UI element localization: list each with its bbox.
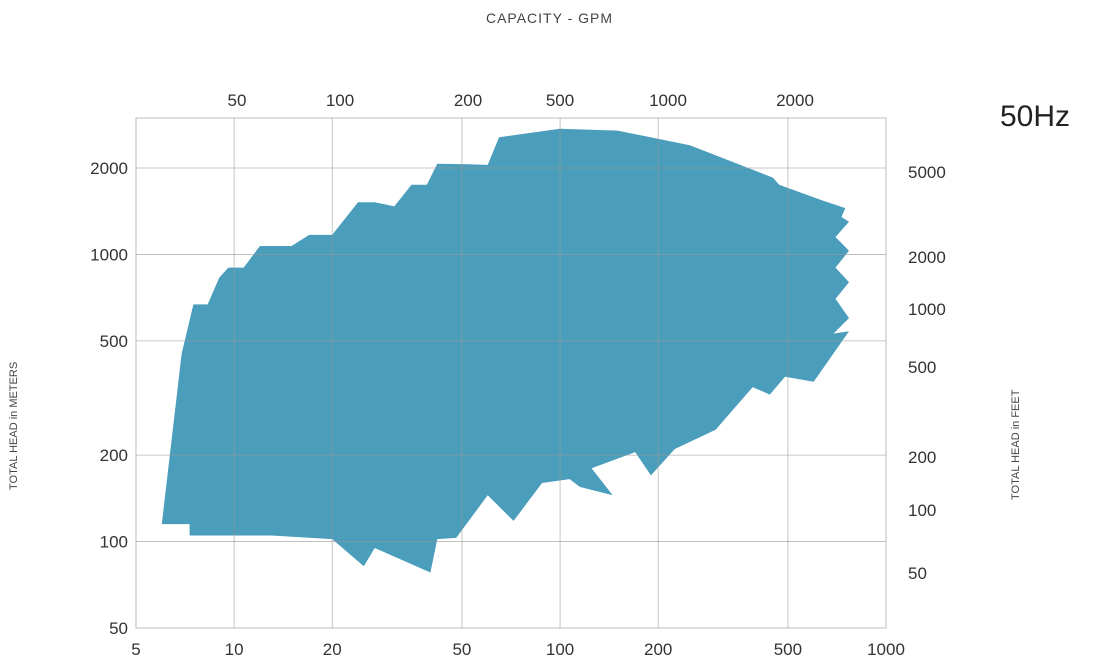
x-tick-label: 20 <box>323 640 342 659</box>
right-axis-label-box: TOTAL HEAD in FEET <box>1010 320 1030 520</box>
x-tick-label: 500 <box>774 640 802 659</box>
x-tick-label: 50 <box>452 640 471 659</box>
y-tick-label: 2000 <box>90 159 128 178</box>
right-tick-label: 500 <box>908 358 936 377</box>
coverage-area <box>161 128 850 573</box>
plot-frame <box>135 117 887 629</box>
left-axis-label: TOTAL HEAD in METERS <box>8 361 20 490</box>
tick-labels-group: 5 10 20 50 100 200 500 1000 50 100 200 500 1000 2000 5… <box>90 91 946 659</box>
right-tick-label: 100 <box>908 501 936 520</box>
top-tick-label: 1000 <box>649 91 687 110</box>
right-tick-label: 2000 <box>908 248 946 267</box>
y-tick-label: 50 <box>109 619 128 638</box>
frequency-label: 50Hz <box>1000 100 1071 133</box>
y-tick-label: 500 <box>100 332 128 351</box>
grid-group <box>135 117 887 629</box>
x-tick-label: 10 <box>225 640 244 659</box>
x-tick-label: 5 <box>131 640 140 659</box>
top-tick-label: 2000 <box>776 91 814 110</box>
x-tick-label: 100 <box>546 640 574 659</box>
top-tick-label: 200 <box>454 91 482 110</box>
right-tick-label: 1000 <box>908 300 946 319</box>
right-tick-label: 5000 <box>908 163 946 182</box>
coverage-area-group <box>161 128 850 573</box>
x-tick-label: 1000 <box>867 640 905 659</box>
top-tick-label: 50 <box>228 91 247 110</box>
y-tick-label: 1000 <box>90 245 128 264</box>
top-axis-title: CAPACITY - GPM <box>485 10 614 26</box>
right-tick-label: 200 <box>908 448 936 467</box>
right-tick-label: 50 <box>908 564 927 583</box>
x-tick-label: 200 <box>644 640 672 659</box>
left-axis-label-box: TOTAL HEAD in METERS <box>8 300 28 500</box>
y-tick-label: 100 <box>100 533 128 552</box>
right-axis-label: TOTAL HEAD in FEET <box>1010 389 1022 500</box>
y-tick-label: 200 <box>100 446 128 465</box>
top-tick-label: 500 <box>546 91 574 110</box>
top-tick-label: 100 <box>326 91 354 110</box>
